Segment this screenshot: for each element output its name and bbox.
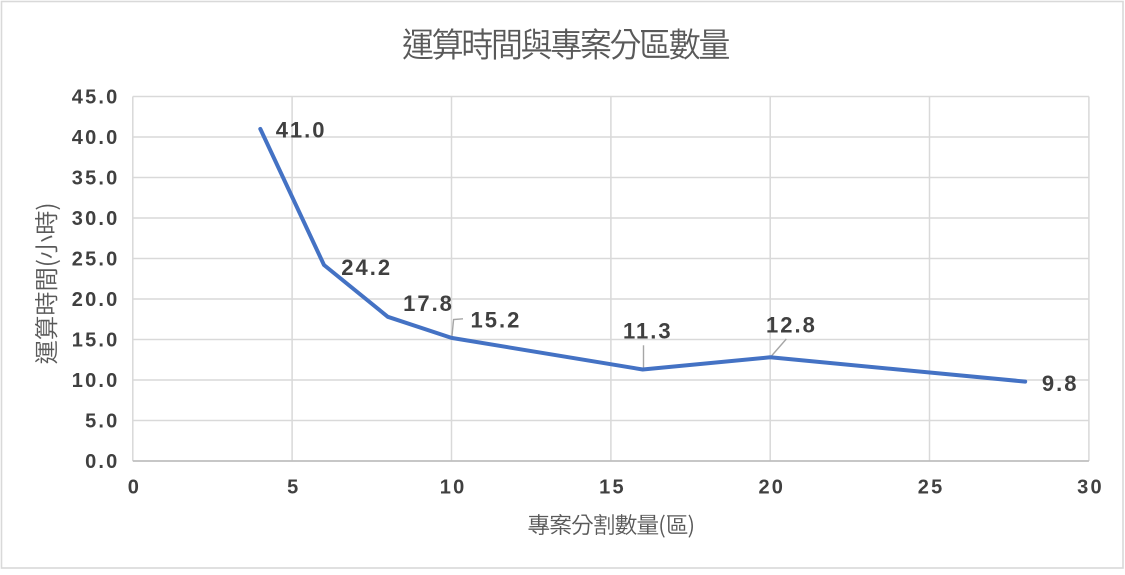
svg-text:0.0: 0.0 <box>85 451 119 473</box>
svg-text:15.2: 15.2 <box>471 308 522 333</box>
svg-text:0: 0 <box>128 477 141 499</box>
svg-text:40.0: 40.0 <box>72 127 120 149</box>
svg-text:11.3: 11.3 <box>623 318 673 343</box>
svg-text:25.0: 25.0 <box>72 249 120 271</box>
svg-text:20: 20 <box>758 477 785 499</box>
svg-text:5.0: 5.0 <box>85 411 119 433</box>
svg-text:5: 5 <box>287 477 300 499</box>
svg-text:15.0: 15.0 <box>72 330 120 352</box>
svg-text:45.0: 45.0 <box>72 87 120 109</box>
svg-text:17.8: 17.8 <box>403 291 454 316</box>
svg-text:25: 25 <box>918 477 945 499</box>
svg-text:20.0: 20.0 <box>72 289 120 311</box>
svg-text:9.8: 9.8 <box>1042 371 1079 396</box>
svg-text:30.0: 30.0 <box>72 208 120 230</box>
svg-text:15: 15 <box>599 477 626 499</box>
svg-text:41.0: 41.0 <box>276 118 327 143</box>
svg-text:30: 30 <box>1077 477 1104 499</box>
svg-text:35.0: 35.0 <box>72 168 120 190</box>
svg-text:24.2: 24.2 <box>341 255 392 280</box>
svg-text:10.0: 10.0 <box>72 370 120 392</box>
svg-text:10: 10 <box>440 477 467 499</box>
svg-text:12.8: 12.8 <box>766 313 817 338</box>
